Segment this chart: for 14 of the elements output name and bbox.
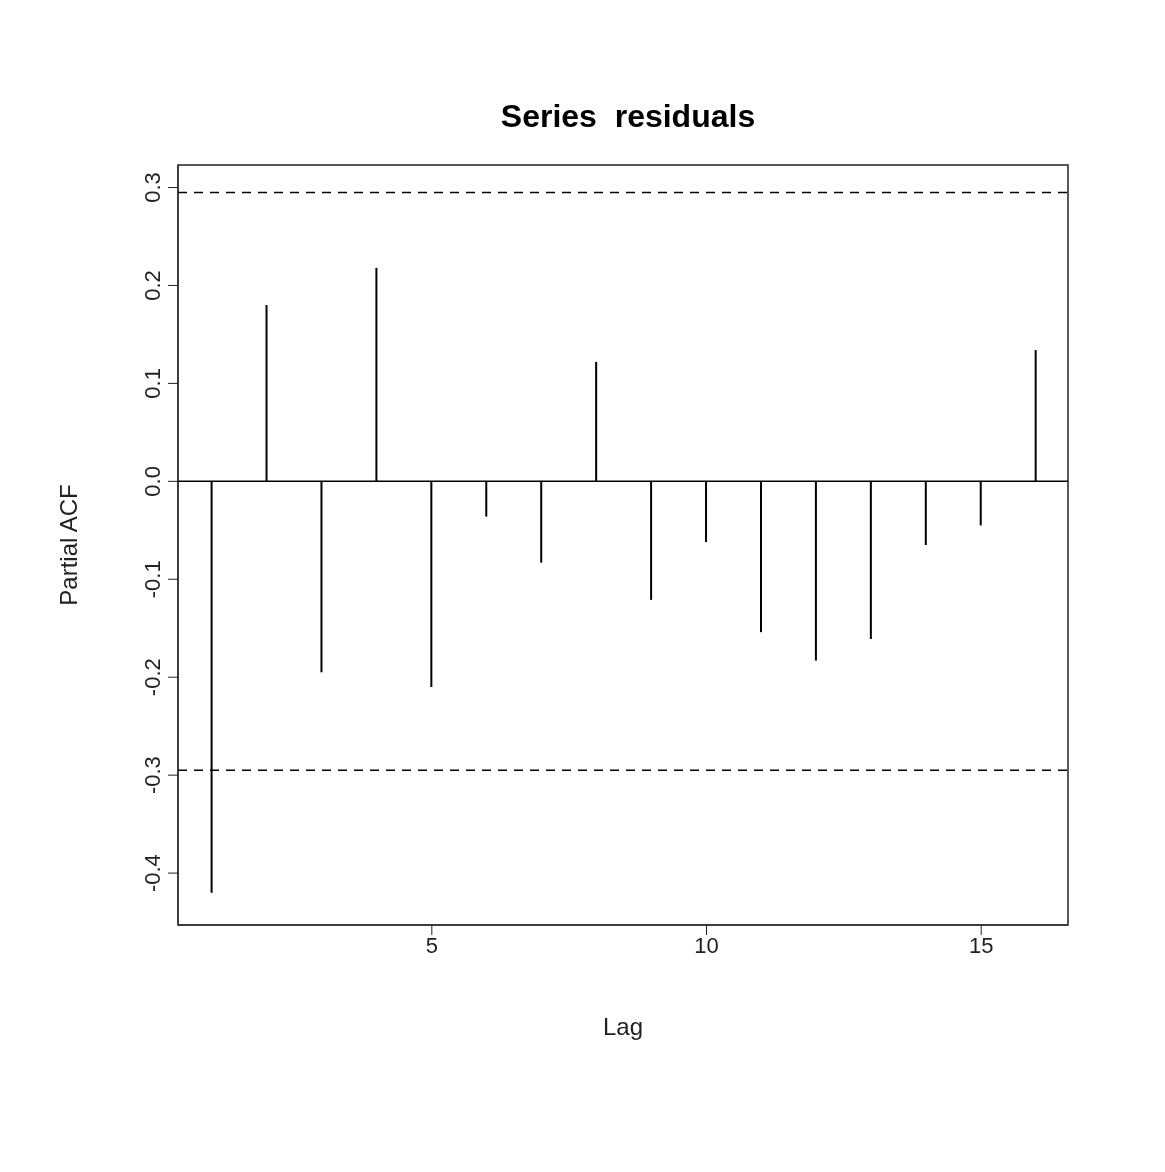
x-axis-title: Lag (602, 1013, 644, 1040)
y-tick-label: -0.1 (140, 560, 165, 599)
y-axis-title: Partial ACF (54, 484, 82, 606)
y-tick-label: -0.4 (140, 854, 165, 893)
x-tick-label: 5 (425, 932, 438, 958)
x-tick-label: 15 (968, 932, 994, 958)
chart-title: Series residuals (499, 97, 757, 135)
y-tick-label: -0.2 (140, 658, 165, 697)
y-tick-label: -0.3 (140, 756, 165, 795)
x-tick-label: 10 (694, 932, 719, 958)
y-tick-label: 0.3 (140, 172, 165, 203)
y-tick-label: 0.1 (140, 368, 165, 399)
y-tick-label: 0.2 (140, 270, 165, 301)
y-tick-label: 0.0 (140, 466, 165, 497)
